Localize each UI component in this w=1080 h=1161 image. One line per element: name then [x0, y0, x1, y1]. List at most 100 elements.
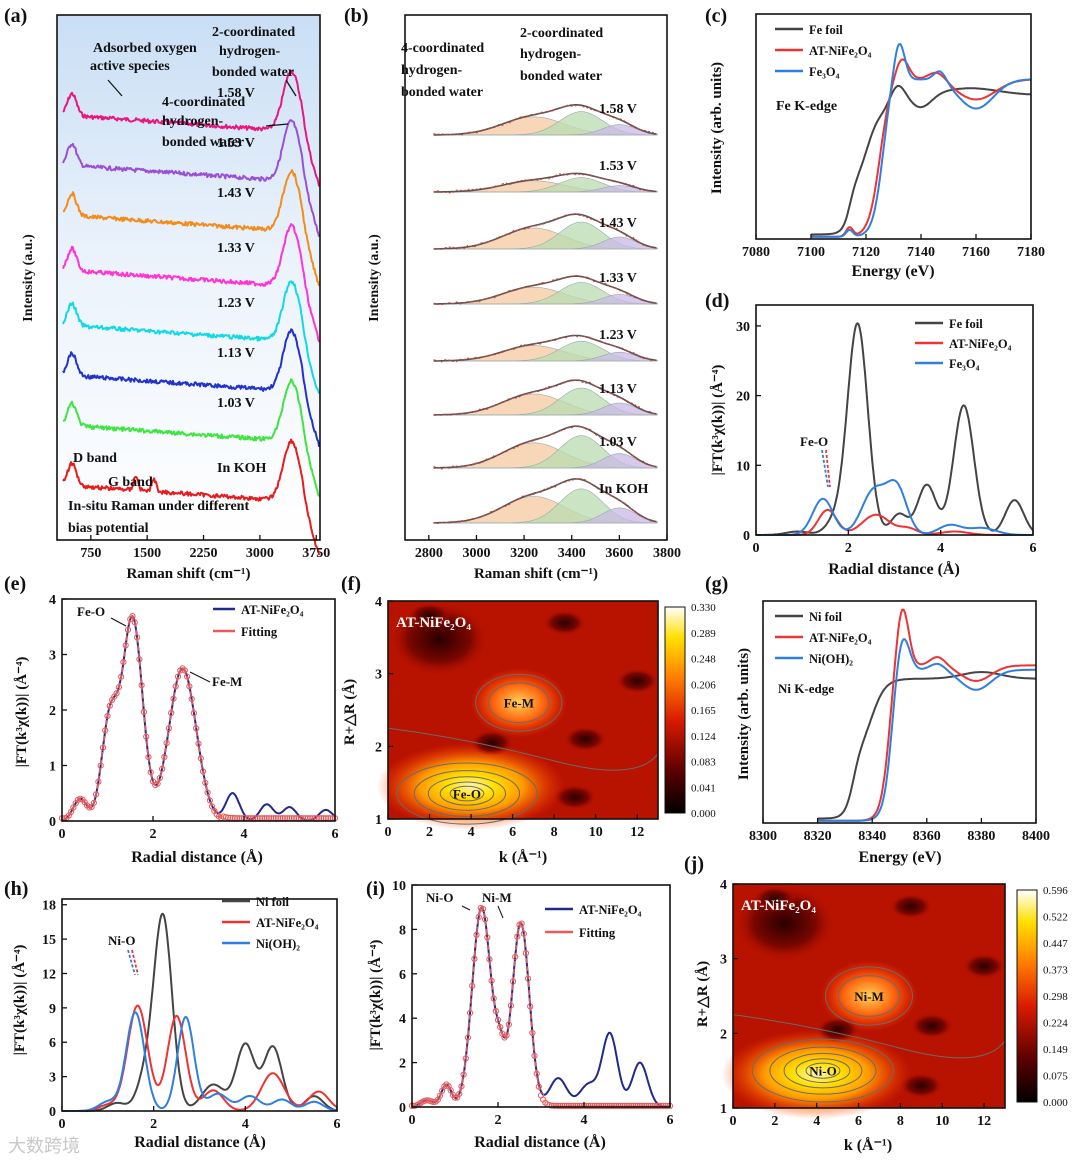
fit-point: [181, 667, 188, 674]
plot-frame: [755, 13, 1032, 240]
contour-line: [824, 966, 914, 1026]
x-tick-label: 7160: [962, 245, 990, 260]
fit-point: [568, 1102, 575, 1110]
x-axis-label: k (Å⁻¹): [844, 1136, 892, 1154]
x-axis-label: Radial distance (Å): [828, 560, 960, 578]
annotation: bonded water: [212, 65, 294, 80]
contour-line: [769, 1046, 877, 1095]
x-tick-label: 12: [630, 825, 644, 840]
legend-label: Ni(OH)₂: [256, 937, 300, 951]
raman-spectrum-7: [62, 438, 321, 556]
y-tick-label: 6: [49, 1036, 56, 1051]
annotation-arrow: [127, 949, 136, 976]
x-axis-label: Radial distance (Å): [474, 1133, 606, 1151]
panel-label: (e): [4, 573, 26, 595]
legend-label: AT-NiFe₂O₄: [809, 44, 872, 58]
y-axis-label: Intensity (a.u.): [21, 234, 36, 322]
y-axis-label: R+△R (Å): [695, 961, 711, 1027]
contour-line: [838, 975, 900, 1017]
contour-line: [783, 1052, 863, 1089]
x-tick-label: 8: [897, 1114, 904, 1129]
fit-point: [129, 613, 136, 620]
y-tick-label: 20: [736, 390, 750, 405]
spot-label: Fe-O: [453, 787, 481, 802]
y-tick-label: 3: [49, 649, 56, 664]
y-tick-label: 3: [375, 668, 382, 683]
fit-point: [634, 1102, 641, 1110]
raman-spectrum-6: [62, 378, 321, 497]
fit-point: [662, 1102, 669, 1110]
heatmap-dark-spot: [962, 953, 1007, 980]
y-axis-label: Intensity (arb. units): [736, 648, 752, 780]
heatmap-title: AT-NiFe₂O₄: [396, 615, 471, 631]
fit-point: [641, 1102, 648, 1110]
colorbar-tick-label: 0.330: [691, 602, 716, 614]
fit-point: [615, 1102, 622, 1110]
heatmap-dark-spot: [542, 609, 587, 636]
fit-point: [608, 1102, 616, 1110]
x-tick-label: 0: [730, 1114, 737, 1129]
panel-label: (a): [4, 5, 27, 27]
annotation: bias potential: [68, 521, 149, 536]
fit-point: [559, 1102, 566, 1110]
x-tick-label: 3750: [302, 546, 330, 561]
ft-curve-0: [411, 906, 671, 1108]
colorbar-tick-label: 0.289: [691, 628, 716, 640]
y-tick-label: 1: [375, 813, 382, 828]
x-tick-label: 3800: [653, 546, 681, 561]
contour-line: [732, 1014, 1006, 1059]
colorbar-tick-label: 0.000: [691, 808, 716, 820]
annotation-arrow: [189, 671, 211, 683]
x-tick-label: 3600: [605, 546, 633, 561]
fit-point: [572, 1102, 579, 1110]
y-tick-label: 0: [399, 1101, 406, 1116]
fit-point: [497, 1024, 504, 1031]
y-axis-label: Intensity (arb. units): [709, 62, 725, 194]
raman-spectrum-2: [62, 169, 321, 287]
x-tick-label: 2: [495, 1113, 502, 1128]
fit-component-2: [433, 453, 658, 469]
annotation-arrow: [461, 905, 471, 911]
annotation-arrow: [131, 949, 139, 976]
annotation: 2-coordinated: [520, 26, 603, 41]
fit-point: [557, 1102, 564, 1110]
fit-curve: [61, 615, 221, 822]
x-axis-label: Raman shift (cm⁻¹): [474, 566, 598, 582]
annotation: bonded water: [162, 135, 244, 150]
watermark: 大数跨境: [8, 1136, 80, 1157]
x-tick-label: 2: [150, 827, 157, 842]
annotation: hydrogen-: [219, 44, 281, 59]
panel-label: (i): [366, 878, 385, 900]
colorbar-tick-label: 0.373: [1043, 965, 1068, 977]
contour-line: [396, 762, 538, 825]
y-tick-label: 10: [392, 879, 406, 894]
annotation-arrow: [825, 449, 831, 488]
spectrum-label: In KOH: [599, 482, 649, 497]
x-tick-label: 2: [426, 825, 433, 840]
fit-envelope: [433, 104, 657, 136]
y-tick-label: 3: [49, 1071, 56, 1086]
x-tick-label: 2: [771, 1114, 778, 1129]
ft-curve-1: [61, 1004, 338, 1112]
spectrum-label: In KOH: [217, 461, 267, 476]
fit-point: [587, 1102, 594, 1110]
fit-point: [600, 1102, 607, 1110]
x-tick-label: 8340: [858, 829, 886, 844]
fit-point: [561, 1102, 568, 1110]
figure-layer: 1.58 V 1.53 V 1.43 V 1.33 V 1.23 V 1.13 V 1.03…: [4, 5, 1068, 1154]
x-tick-label: 750: [80, 546, 101, 561]
legend-label: AT-NiFe₂O₄: [949, 337, 1012, 351]
colorbar-tick-label: 0.041: [691, 782, 716, 794]
plot-frame: [732, 883, 1006, 1109]
fit-point: [552, 1102, 560, 1109]
fit-point: [591, 1102, 598, 1110]
annotation: Adsorbed oxygen: [93, 41, 197, 56]
fit-point: [611, 1102, 618, 1110]
heatmap-dark-spot: [407, 602, 452, 629]
x-tick-label: 6: [855, 1114, 862, 1129]
legend-label: Fe₃O₄: [809, 65, 840, 79]
fit-component-2: [433, 124, 658, 136]
x-tick-label: 2: [845, 541, 852, 556]
x-tick-label: 3000: [246, 546, 274, 561]
heatmap-dark-spot: [469, 729, 514, 756]
